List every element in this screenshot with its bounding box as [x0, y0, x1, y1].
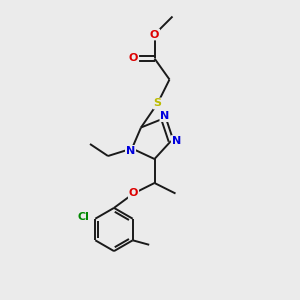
Text: O: O: [129, 53, 138, 64]
Text: N: N: [172, 136, 181, 146]
Text: S: S: [154, 98, 161, 109]
Text: O: O: [129, 188, 138, 199]
Text: N: N: [126, 146, 135, 156]
Text: N: N: [160, 111, 169, 121]
Text: O: O: [150, 29, 159, 40]
Text: Cl: Cl: [78, 212, 90, 222]
